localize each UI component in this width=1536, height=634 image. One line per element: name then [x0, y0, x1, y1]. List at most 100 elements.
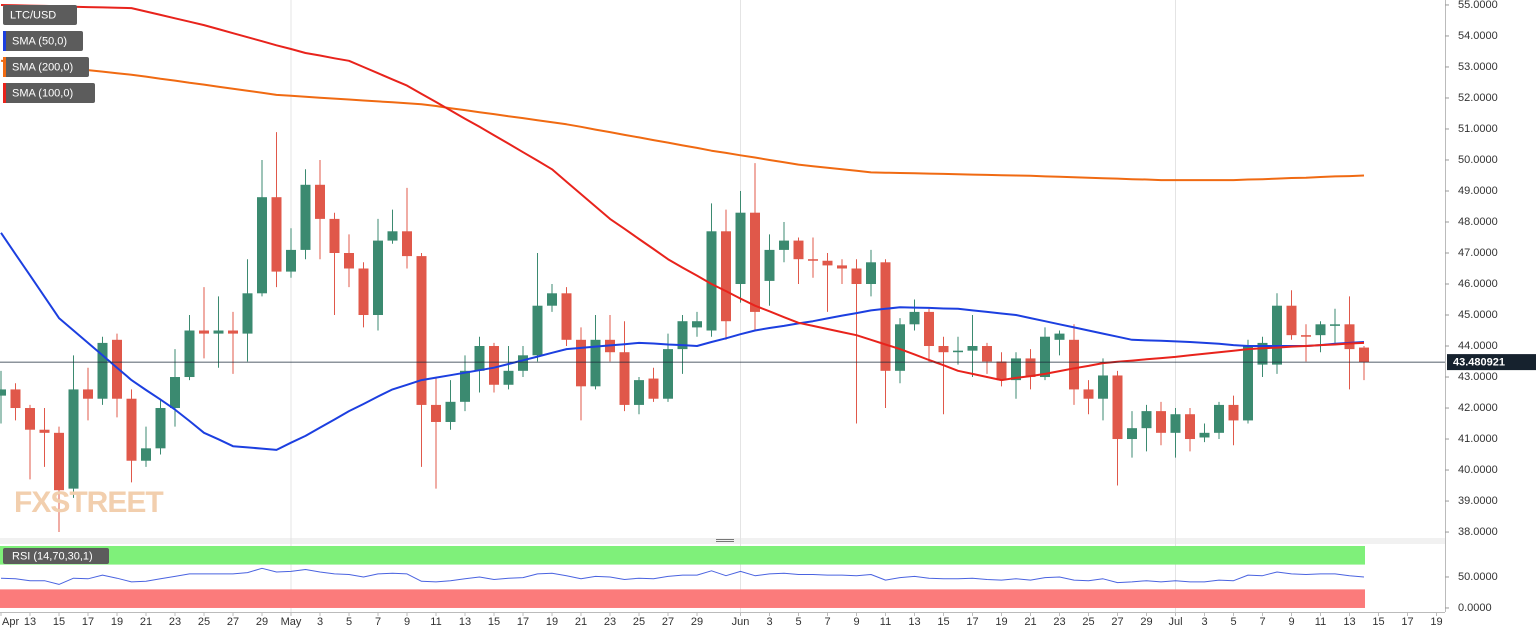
candle-body	[445, 401, 456, 422]
candle-body	[344, 252, 354, 269]
candle-body	[735, 212, 746, 285]
candle-body	[590, 339, 601, 387]
candle-body	[1170, 414, 1181, 433]
candle-body	[576, 339, 586, 387]
candle-body	[677, 321, 688, 350]
candle-body	[1098, 375, 1108, 399]
candle-body	[518, 355, 528, 371]
candle-body	[1185, 414, 1195, 440]
y-tick-label: 49.0000	[1458, 185, 1498, 197]
x-tick-label: 5	[1230, 616, 1236, 628]
x-tick-label: 5	[346, 616, 352, 628]
x-tick-label: 15	[937, 616, 949, 628]
x-tick-label: 23	[169, 616, 181, 628]
x-tick-label: 25	[198, 616, 210, 628]
candle-body	[532, 305, 543, 356]
candle-body	[982, 346, 992, 362]
candle-body	[909, 311, 920, 325]
candle-body	[1359, 347, 1369, 363]
x-tick-label: 17	[82, 616, 94, 628]
x-tick-label: 21	[575, 616, 587, 628]
x-tick-label: 7	[1259, 616, 1265, 628]
x-tick-label: 19	[995, 616, 1007, 628]
candle-body	[750, 212, 760, 312]
candle-body	[1127, 428, 1137, 440]
x-tick-label: May	[281, 616, 302, 628]
x-tick-label: 21	[140, 616, 152, 628]
y-tick-label: 40.0000	[1458, 464, 1498, 476]
legend-swatch	[3, 57, 6, 77]
y-tick-label: 44.0000	[1458, 340, 1498, 352]
candle-body	[0, 389, 6, 396]
x-tick-label: Apr	[2, 616, 19, 628]
candle-body	[170, 377, 180, 409]
x-tick-label: 7	[824, 616, 830, 628]
candle-body	[184, 330, 195, 378]
x-tick-label: 19	[546, 616, 558, 628]
indicator-line	[0, 567, 1365, 585]
candle-body	[924, 311, 934, 347]
candle-body	[402, 231, 412, 257]
x-tick-label: 13	[1343, 616, 1355, 628]
candle-body	[692, 321, 702, 328]
y-tick-label: 50.0000	[1458, 571, 1498, 583]
candle-body	[460, 370, 470, 402]
y-tick-label: 47.0000	[1458, 247, 1498, 259]
candle-body	[561, 293, 572, 340]
x-tick-label: 29	[1140, 616, 1152, 628]
y-tick-label: 54.0000	[1458, 30, 1498, 42]
legend-box[interactable]	[3, 83, 95, 103]
indicator-line	[0, 4, 1365, 382]
y-tick-label: 38.0000	[1458, 526, 1498, 538]
candle-body	[257, 197, 267, 294]
y-tick-label: 41.0000	[1458, 433, 1498, 445]
y-tick-label: 48.0000	[1458, 216, 1498, 228]
candle-body	[1112, 375, 1123, 440]
candle-body	[373, 240, 383, 316]
candle-body	[1301, 335, 1311, 337]
legend: LTC/USD SMA (50,0) SMA (200,0) SMA (100,0)	[3, 5, 95, 103]
x-tick-label: 19	[1430, 616, 1442, 628]
legend-box[interactable]	[3, 548, 109, 564]
candle-body	[808, 259, 818, 261]
legend-swatch	[3, 31, 6, 51]
x-tick-label: 15	[1372, 616, 1384, 628]
candle-body	[1315, 324, 1326, 336]
candle-body	[1011, 358, 1021, 381]
y-tick-label: 0.0000	[1458, 602, 1492, 614]
x-tick-label: 27	[227, 616, 239, 628]
candle-body	[431, 404, 441, 422]
legend-box[interactable]	[3, 5, 77, 25]
candle-body	[706, 231, 717, 331]
candle-body	[547, 293, 557, 306]
candle-body	[358, 268, 369, 316]
x-tick-label: 9	[404, 616, 410, 628]
legend-box[interactable]	[3, 31, 83, 51]
legend-box[interactable]	[3, 57, 89, 77]
x-tick-label: 19	[111, 616, 123, 628]
x-tick-label: Jul	[1168, 616, 1182, 628]
candle-body	[1156, 411, 1166, 433]
candle-body	[779, 240, 789, 250]
candle-body	[1344, 324, 1355, 350]
rsi-pane: RSI (14,70,30,1)	[0, 545, 1365, 608]
candle-body	[300, 184, 311, 250]
x-tick-label: 25	[1082, 616, 1094, 628]
x-tick-label: 29	[691, 616, 703, 628]
candle-body	[329, 218, 340, 253]
candle-body	[822, 260, 833, 266]
candle-body	[112, 339, 122, 399]
candle-body	[880, 262, 891, 371]
watermark: FXSTREET	[14, 486, 163, 519]
candle-body	[648, 378, 659, 399]
candle-body	[199, 330, 209, 334]
x-tick-label: 3	[317, 616, 323, 628]
candle-body	[68, 389, 79, 489]
x-tick-label: 3	[1201, 616, 1207, 628]
y-tick-label: 55.0000	[1458, 0, 1498, 11]
x-tick-label: 27	[662, 616, 674, 628]
candle-body	[141, 448, 151, 461]
candle-body	[619, 352, 630, 405]
x-tick-label: 5	[795, 616, 801, 628]
